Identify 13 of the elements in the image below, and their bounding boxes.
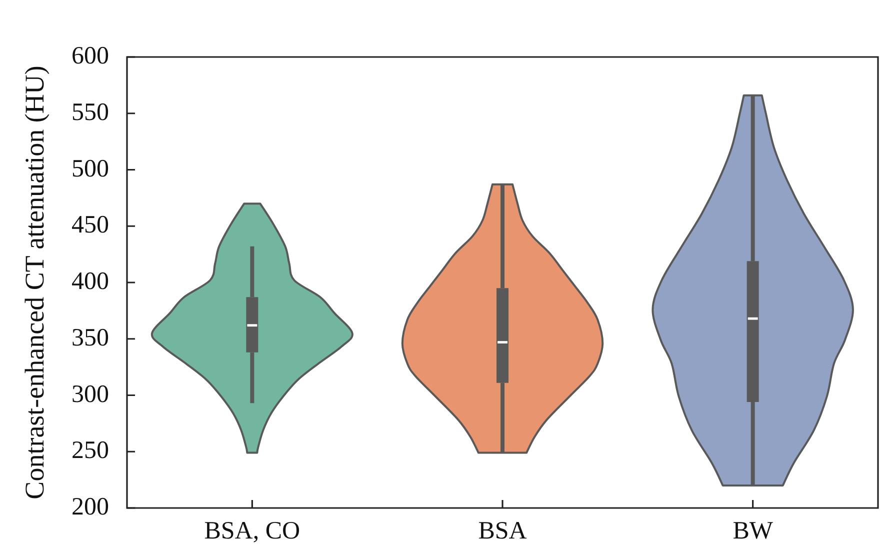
- y-tick-label: 450: [72, 212, 109, 239]
- y-tick-label: 300: [72, 380, 109, 408]
- y-tick-label: 250: [72, 437, 109, 464]
- y-tick-label: 200: [72, 494, 109, 521]
- x-tick-label: BSA, CO: [204, 518, 300, 545]
- y-tick-label: 600: [72, 42, 109, 70]
- y-axis-title: Contrast-enhanced CT attenuation (HU): [19, 66, 50, 500]
- x-tick-label: BW: [732, 518, 774, 545]
- y-tick-label: 400: [72, 268, 109, 296]
- x-tick-label: BSA: [478, 518, 527, 545]
- y-tick-label: 550: [72, 98, 109, 126]
- y-tick-label: 350: [72, 324, 109, 352]
- y-tick-label: 500: [72, 155, 109, 182]
